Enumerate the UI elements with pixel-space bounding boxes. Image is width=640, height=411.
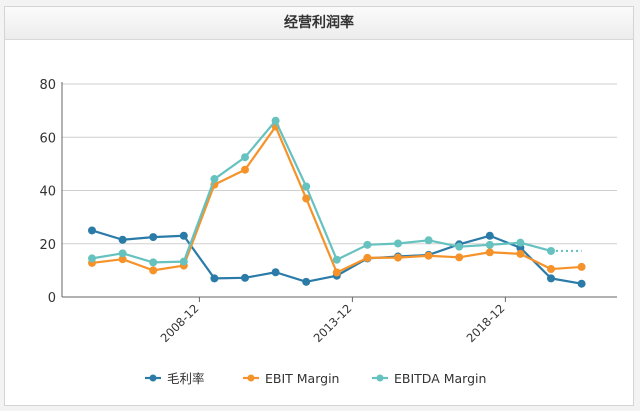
data-point: [149, 266, 158, 275]
data-point: [394, 253, 402, 262]
data-point: [455, 253, 464, 262]
legend-marker: [149, 374, 157, 382]
legend-marker: [376, 374, 384, 382]
data-point: [149, 233, 158, 242]
data-point: [210, 274, 219, 283]
data-point: [485, 231, 494, 240]
y-tick-label: 20: [39, 238, 56, 253]
data-point: [485, 248, 494, 257]
y-tick-label: 60: [39, 131, 56, 146]
y-tick-label: 0: [48, 291, 56, 306]
chart-title: 经营利润率: [5, 7, 633, 40]
data-point: [485, 240, 494, 249]
data-point: [424, 236, 433, 245]
data-point: [363, 253, 372, 262]
legend-marker: [247, 374, 255, 382]
data-point: [179, 257, 188, 266]
data-point: [332, 268, 341, 277]
data-point: [516, 238, 525, 247]
legend-label: EBIT Margin: [265, 371, 339, 386]
legend-label: EBITDA Margin: [394, 371, 486, 386]
legend-label: 毛利率: [167, 371, 205, 386]
data-point: [118, 255, 127, 264]
data-point: [210, 175, 219, 184]
data-point: [88, 226, 96, 235]
line-chart: 0 20 40 60 80 2008-12 2013-12 2018-12 毛利率 EBIT Ma…: [39, 78, 617, 386]
data-point: [241, 273, 249, 282]
chart-panel: 经营利润率 0 20 40 60 80 2008-12 2013-12 2018-12 毛利率 E…: [4, 6, 634, 406]
x-tick-label: 2018-12: [464, 301, 508, 345]
data-point: [332, 255, 341, 264]
data-point: [302, 182, 311, 191]
data-point: [516, 249, 525, 258]
data-point: [577, 262, 586, 271]
series-line: [91, 119, 552, 264]
x-tick-label: 2013-12: [311, 301, 355, 345]
data-point: [118, 249, 127, 258]
data-point: [394, 239, 402, 248]
data-point: [241, 153, 249, 162]
data-point: [424, 251, 433, 260]
data-point: [241, 165, 249, 174]
data-point: [547, 246, 555, 255]
data-point: [271, 116, 280, 125]
data-point: [302, 277, 311, 286]
series-line: [91, 125, 582, 274]
y-tick-label: 40: [39, 185, 56, 200]
y-tick-label: 80: [39, 78, 56, 93]
x-tick-label: 2008-12: [158, 301, 202, 345]
data-point: [577, 279, 586, 288]
data-point: [455, 242, 464, 251]
data-point: [547, 274, 555, 283]
data-point: [547, 265, 555, 274]
data-point: [118, 235, 127, 244]
data-point: [363, 240, 372, 249]
data-point: [271, 268, 280, 277]
data-point: [149, 258, 158, 267]
data-point: [88, 254, 96, 263]
data-point: [302, 194, 311, 203]
data-point: [179, 231, 188, 240]
